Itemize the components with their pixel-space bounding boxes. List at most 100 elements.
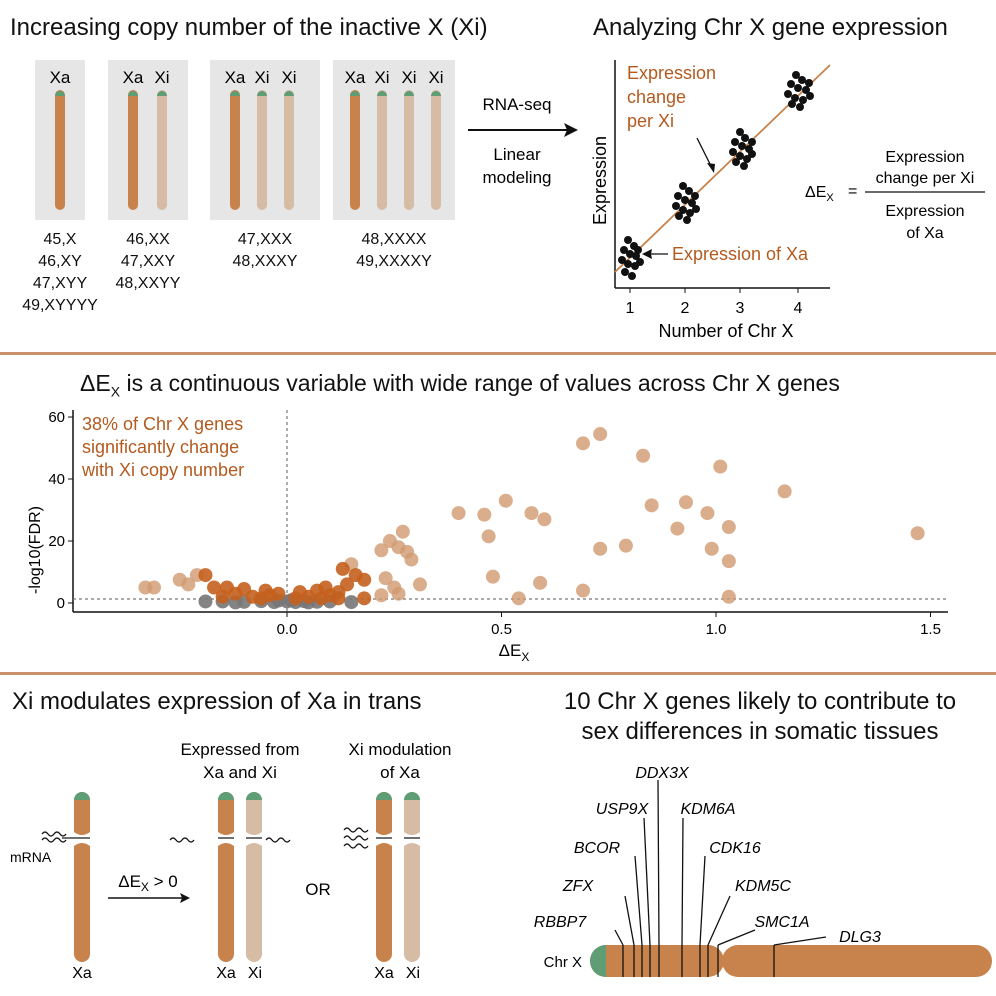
volcano-xtick-label: 1.5 [920, 621, 941, 638]
volcano-point [451, 506, 466, 521]
panel3-label-xi: Xi [254, 68, 269, 87]
chromosome-xi [284, 90, 294, 210]
volcano-point [533, 575, 548, 590]
expr-y-label: Expression [590, 136, 610, 225]
panel1-label-xa: Xa [50, 68, 71, 87]
volcano-point [301, 589, 316, 604]
panel3-label-xa: Xa [225, 68, 246, 87]
section-divider [0, 672, 996, 675]
karyotype: 48,XXXX [361, 231, 427, 248]
volcano-xtick-label: 1.0 [706, 621, 727, 638]
volcano-title-sub: X [110, 383, 121, 400]
volcano-xtick-label: 0.5 [491, 621, 512, 638]
volcano-point [721, 589, 736, 604]
panel2-label-xi: Xi [154, 68, 169, 87]
volcano-y-label: -log10(FDR) [27, 506, 44, 594]
volcano-point [228, 586, 243, 601]
gene-label-dlg3: DLG3 [839, 929, 881, 946]
mrna-wave-icon [41, 837, 67, 843]
annot-xa: Expression of Xa [672, 244, 809, 264]
chromosome-xa [350, 90, 360, 210]
volcano-point [713, 459, 728, 474]
volcano-point [576, 436, 591, 451]
volcano-point [412, 577, 427, 592]
expr-xtick-label: 1 [626, 300, 635, 317]
genes-title-line2: sex differences in somatic tissues [581, 718, 939, 745]
label-xa: Xa [216, 965, 236, 982]
volcano-point [485, 569, 500, 584]
chromosome-xa [218, 792, 234, 962]
label-xi: Xi [406, 965, 420, 982]
label-mrna: mRNA [10, 849, 52, 865]
karyotype: 45,X [43, 231, 77, 248]
volcano-point [357, 591, 372, 606]
gene-label-smc1a: SMC1A [754, 914, 809, 931]
karyotype-list-3: 47,XXX 48,XXXY [215, 229, 315, 273]
volcano-point [481, 529, 496, 544]
mrna-wave-icon [343, 835, 369, 841]
annot-change-arrow [696, 137, 713, 169]
volcano-point [374, 588, 389, 603]
karyotype-list-1: 45,X 46,XY 47,XYY 49,XYYYY [10, 229, 110, 317]
chromosome-xi [431, 90, 441, 210]
karyotype: 47,XXX [237, 231, 293, 248]
chr-label: Chr X [544, 954, 582, 971]
mrna-wave-icon [343, 843, 369, 849]
volcano-point [215, 589, 230, 604]
chromosome-xi [377, 90, 387, 210]
expr-xtick-label: 3 [736, 300, 745, 317]
volcano-title-post: is a continuous variable with wide range… [120, 370, 840, 396]
expression-panel-title: Analyzing Chr X gene expression [593, 14, 948, 41]
xi-modulation-title: Xi modulates expression of Xa in trans [12, 688, 422, 715]
section-divider [0, 352, 996, 355]
gene-label-bcor: BCOR [574, 840, 621, 857]
arrow-label-linear: Linear [493, 145, 541, 164]
volcano-ytick-label: 20 [48, 533, 65, 550]
chromosome-xi [404, 792, 420, 962]
expr-xtick-label: 2 [681, 300, 690, 317]
volcano-point [288, 591, 303, 606]
volcano-point [910, 526, 925, 541]
cluster-1-points [618, 236, 644, 280]
formula-numerator-2: change per Xi [876, 170, 975, 187]
arrow-label-dex: ΔEX > 0 [118, 872, 178, 894]
volcano-annot-line2: significantly change [82, 437, 239, 457]
volcano-point [700, 506, 715, 521]
gene-label-usp9x: USP9X [596, 801, 650, 818]
volcano-point [391, 586, 406, 601]
label-or: OR [305, 880, 331, 899]
volcano-point [374, 543, 389, 558]
volcano-point [511, 591, 526, 606]
gene-label-kdm5c: KDM5C [735, 878, 791, 895]
volcano-plot: -log10(FDR) ΔEX 38% of Chr X genes signi… [27, 409, 948, 664]
formula-lhs: ΔEX [805, 184, 834, 204]
karyotype: 47,XYY [32, 275, 88, 292]
arrow-head-icon [642, 249, 652, 259]
volcano-point [777, 484, 792, 499]
formula-denominator-2: of Xa [906, 225, 943, 242]
chromosome-xi [246, 792, 262, 962]
xi-modulation-diagram: mRNA Xa ΔEX > 0 Expressed from Xa and Xi… [10, 740, 452, 982]
expression-model-plot: Expression 1 2 3 4 Number of Chr X Expre… [590, 60, 985, 341]
karyotype-panels: Xa Xa Xi Xa Xi Xi Xa Xi Xi Xi [35, 60, 455, 220]
volcano-point [678, 495, 693, 510]
expr-xtick-label: 4 [794, 300, 803, 317]
mrna-wave-icon [169, 837, 195, 843]
volcano-point [378, 571, 393, 586]
chromosome-xa [55, 90, 65, 210]
karyotype: 49,XYYYY [22, 297, 98, 314]
volcano-point [314, 591, 329, 606]
chromosome-xi [404, 90, 414, 210]
cluster-4-points [784, 71, 814, 111]
rnaseq-arrow-group: RNA-seq Linear modeling [468, 95, 578, 187]
karyotype: 48,XXYY [115, 275, 181, 292]
volcano-point [670, 521, 685, 536]
gene-label-kdm6a: KDM6A [680, 801, 735, 818]
volcano-point [357, 572, 372, 587]
volcano-point [498, 493, 513, 508]
volcano-point [524, 506, 539, 521]
arrow-label-rnaseq: RNA-seq [483, 95, 552, 114]
panel4-label-xi: Xi [401, 68, 416, 87]
gene-lines [614, 779, 827, 977]
volcano-point [207, 580, 222, 595]
